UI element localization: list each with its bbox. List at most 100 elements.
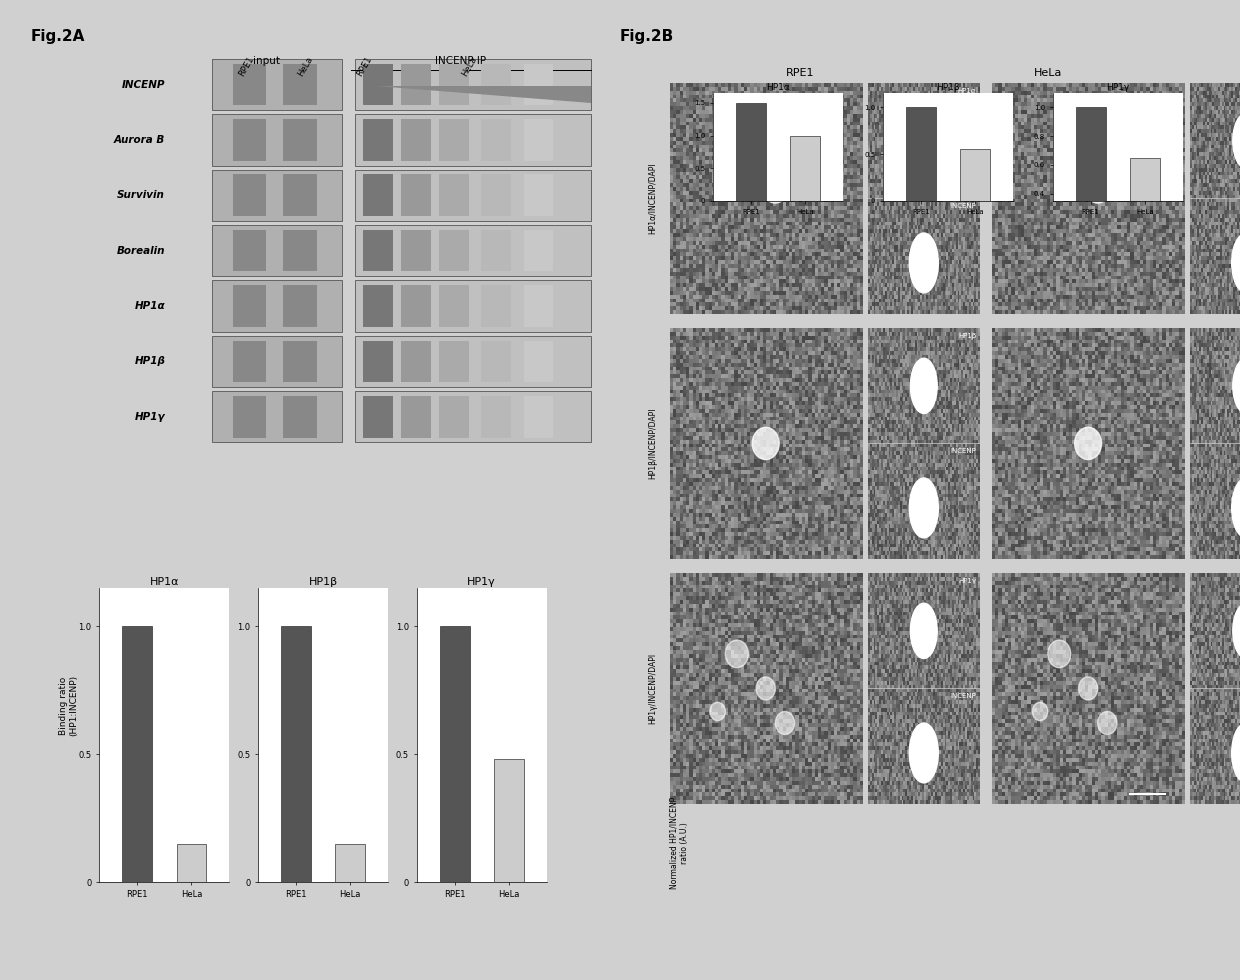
- Text: Binding ratio
(HP1:INCENP): Binding ratio (HP1:INCENP): [58, 675, 78, 736]
- Text: INCENP: INCENP: [951, 203, 976, 209]
- Bar: [212, 391, 342, 443]
- Circle shape: [756, 677, 775, 700]
- Circle shape: [1231, 233, 1240, 293]
- Bar: [355, 114, 591, 166]
- Circle shape: [1233, 114, 1240, 169]
- Bar: [233, 174, 267, 217]
- Bar: [960, 149, 990, 201]
- Bar: [355, 170, 591, 221]
- Circle shape: [910, 359, 937, 414]
- Bar: [402, 341, 430, 382]
- Bar: [283, 341, 317, 382]
- Text: HP1β: HP1β: [959, 333, 976, 339]
- Bar: [439, 285, 469, 327]
- Bar: [1130, 158, 1159, 251]
- Bar: [402, 285, 430, 327]
- Bar: [363, 341, 393, 382]
- Bar: [212, 170, 342, 221]
- Polygon shape: [376, 86, 591, 103]
- Circle shape: [1033, 703, 1048, 720]
- Bar: [481, 285, 511, 327]
- Bar: [355, 280, 591, 331]
- Bar: [363, 120, 393, 161]
- Bar: [481, 64, 511, 106]
- Title: HP1β: HP1β: [936, 83, 960, 92]
- Circle shape: [725, 640, 749, 667]
- Text: Fig.2A: Fig.2A: [31, 29, 86, 44]
- Text: RPE1: RPE1: [355, 55, 373, 78]
- Title: HP1γ: HP1γ: [1106, 83, 1130, 92]
- Circle shape: [1079, 677, 1097, 700]
- Bar: [233, 64, 267, 106]
- Title: HP1β: HP1β: [309, 577, 337, 587]
- Bar: [523, 120, 553, 161]
- Bar: [176, 844, 206, 882]
- Text: Fig.2B: Fig.2B: [620, 29, 675, 44]
- Bar: [233, 396, 267, 437]
- Bar: [523, 174, 553, 217]
- Bar: [523, 64, 553, 106]
- Text: Aurora B: Aurora B: [114, 135, 165, 145]
- Bar: [212, 114, 342, 166]
- Text: Survivin: Survivin: [118, 190, 165, 200]
- Bar: [481, 341, 511, 382]
- Bar: [363, 174, 393, 217]
- Bar: [283, 285, 317, 327]
- Text: HP1γ: HP1γ: [959, 578, 976, 584]
- Bar: [355, 335, 591, 387]
- Text: HP1α: HP1α: [135, 301, 165, 311]
- Bar: [402, 64, 430, 106]
- Bar: [363, 285, 393, 327]
- Bar: [402, 120, 430, 161]
- Circle shape: [909, 233, 939, 293]
- Bar: [212, 280, 342, 331]
- Bar: [790, 135, 820, 201]
- Bar: [283, 64, 317, 106]
- Circle shape: [910, 604, 937, 659]
- Bar: [281, 626, 311, 882]
- Bar: [355, 59, 591, 111]
- Bar: [439, 396, 469, 437]
- Bar: [440, 626, 470, 882]
- Text: HP1β/INCENP/DAPI: HP1β/INCENP/DAPI: [649, 408, 657, 479]
- Title: HP1γ: HP1γ: [467, 577, 496, 587]
- Bar: [335, 844, 365, 882]
- Bar: [481, 120, 511, 161]
- Bar: [439, 120, 469, 161]
- Text: INCENP: INCENP: [951, 693, 976, 699]
- Bar: [283, 396, 317, 437]
- Bar: [233, 285, 267, 327]
- Circle shape: [761, 171, 789, 203]
- Circle shape: [909, 723, 939, 783]
- Text: HP1γ: HP1γ: [135, 412, 165, 421]
- Text: HP1α/INCENP/DAPI: HP1α/INCENP/DAPI: [649, 163, 657, 234]
- Text: HP1γ/INCENP/DAPI: HP1γ/INCENP/DAPI: [649, 653, 657, 724]
- Text: INCENP IP: INCENP IP: [435, 56, 486, 67]
- Text: INCENP: INCENP: [122, 79, 165, 89]
- Text: Normalized HP1/INCENP
ratio (A.U.): Normalized HP1/INCENP ratio (A.U.): [670, 797, 689, 889]
- Bar: [494, 760, 523, 882]
- Bar: [402, 174, 430, 217]
- Bar: [402, 396, 430, 437]
- Text: INCENP: INCENP: [951, 448, 976, 454]
- Text: HP1α: HP1α: [957, 88, 976, 94]
- Bar: [481, 174, 511, 217]
- Title: HP1α: HP1α: [766, 83, 790, 92]
- Circle shape: [1048, 640, 1071, 667]
- Circle shape: [1097, 711, 1117, 735]
- Circle shape: [753, 427, 779, 460]
- Bar: [439, 174, 469, 217]
- Bar: [355, 224, 591, 276]
- Bar: [523, 285, 553, 327]
- Circle shape: [909, 478, 939, 538]
- Bar: [283, 230, 317, 271]
- Bar: [523, 396, 553, 437]
- Text: RPE1: RPE1: [786, 69, 813, 78]
- Bar: [439, 64, 469, 106]
- Circle shape: [1233, 359, 1240, 414]
- Bar: [906, 107, 936, 201]
- Bar: [363, 64, 393, 106]
- Bar: [123, 626, 153, 882]
- Bar: [233, 120, 267, 161]
- Bar: [481, 396, 511, 437]
